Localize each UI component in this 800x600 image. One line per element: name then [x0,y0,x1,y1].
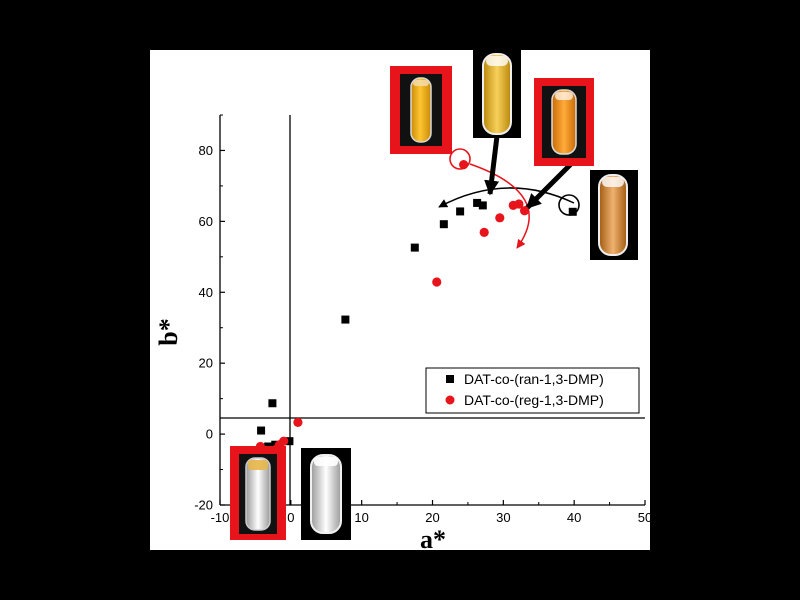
reg-trend-arc [469,163,530,249]
data-point-reg [459,160,469,170]
y-tick-label: 20 [199,356,213,371]
axes: -10 0 10 20 30 40 50 -20 0 20 40 60 80 [194,114,650,525]
x-tick-label: 10 [354,510,368,525]
thumbnail-reg-origin [230,446,286,540]
data-point-ran [257,426,266,435]
x-tick-label: 20 [425,510,439,525]
data-point-ran [410,243,419,252]
y-tick-label: 80 [199,143,213,158]
legend-label-reg: DAT-co-(reg-1,3-DMP) [464,392,604,408]
legend-marker-reg [445,395,455,405]
x-tick-label: 30 [496,510,510,525]
thumbnail-reg-highest-a [534,78,594,166]
legend-label-ran: DAT-co-(ran-1,3-DMP) [464,371,604,387]
x-tick-label: 0 [287,510,294,525]
y-tick-label: 0 [206,427,213,442]
thumbnail-ran-mid-a [473,50,521,138]
data-point-reg [495,213,505,223]
data-point-ran [456,207,465,216]
data-point-reg [519,206,530,216]
y-axis-title: b* [154,318,183,345]
chart-panel: -10 0 10 20 30 40 50 -20 0 20 40 60 80 a* b* DAT-co… [150,50,650,550]
legend-marker-ran [446,375,454,383]
pointer-arrow-ran [484,135,500,196]
reg-highlight-ring [449,148,471,170]
data-point-ran [473,198,482,207]
x-ticks: -10 0 10 20 30 40 50 [211,500,650,525]
data-point-reg [479,227,489,237]
x-axis-title: a* [420,525,446,550]
x-tick-label: 40 [567,510,581,525]
y-tick-label: 40 [199,285,213,300]
thumbnail-reg-high-a [390,66,452,154]
data-point-ran [478,201,487,210]
pointer-arrow-reg [525,160,575,210]
thumbnail-ran-highest-a [590,170,638,260]
y-ticks: -20 0 20 40 60 80 [194,114,225,513]
annotations [438,135,580,249]
y-tick-label: -20 [194,498,213,513]
data-point-reg [293,417,303,427]
data-point-ran [285,437,294,446]
data-point-ran [341,315,350,324]
legend: DAT-co-(ran-1,3-DMP) DAT-co-(reg-1,3-DMP… [425,367,640,414]
data-point-reg [279,436,289,446]
x-tick-label: -10 [211,510,230,525]
ran-trend-arc [438,187,575,208]
data-point-ran [268,399,277,408]
legend-box [425,367,640,414]
data-point-ran [568,207,577,216]
x-tick-label: 50 [638,510,650,525]
data-point-ran [439,220,448,229]
data-point-reg [514,199,524,209]
scatter-plot: -10 0 10 20 30 40 50 -20 0 20 40 60 80 a* b* DAT-co… [154,50,650,550]
y-tick-label: 60 [199,214,213,229]
thumbnail-ran-origin [301,448,351,540]
data-point-reg [432,277,442,287]
